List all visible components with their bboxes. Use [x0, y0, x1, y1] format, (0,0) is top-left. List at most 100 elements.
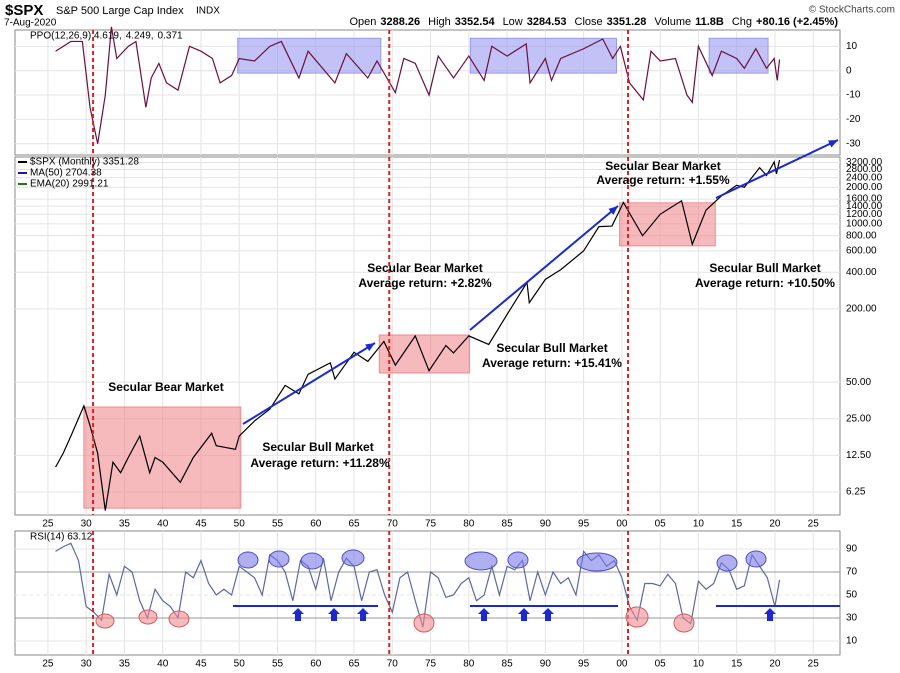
- quote-value: +80.16 (+2.45%): [756, 16, 838, 28]
- y-tick-label: -20: [846, 114, 861, 125]
- y-tick-label: 1200.00: [846, 209, 883, 220]
- quote: Open 3288.26 High 3352.54 Low 3284.53 Close 335…: [349, 16, 838, 28]
- x-tick-label: 65: [348, 519, 360, 530]
- overbought-highlight: [237, 551, 259, 569]
- x-tick-label: 70: [387, 519, 399, 530]
- y-tick-label: 50: [846, 590, 858, 601]
- quote-value: 3288.26: [380, 16, 420, 28]
- x-tick-label: 15: [731, 659, 743, 670]
- x-tick-label: 25: [42, 659, 54, 670]
- x-tick-label: 00: [616, 519, 628, 530]
- y-tick-label: 70: [846, 567, 858, 578]
- overbought-highlight: [576, 552, 618, 572]
- annotation: Secular Bull Market: [496, 341, 607, 355]
- x-tick-label: 40: [157, 519, 169, 530]
- quote-value: 3352.54: [455, 16, 496, 28]
- quote-value: 3351.28: [607, 16, 647, 28]
- quote-label: Low: [503, 16, 523, 28]
- y-tick-label: 25.00: [846, 413, 871, 424]
- annotation: Average return: +2.82%: [358, 276, 492, 290]
- credit: © StockCharts.com: [809, 5, 895, 16]
- oversold-highlight: [625, 606, 649, 628]
- annotation: Average return: +1.55%: [596, 173, 730, 187]
- y-tick-label: 2400.00: [846, 172, 883, 183]
- x-tick-label: 60: [310, 659, 322, 670]
- oversold-highlight: [95, 613, 115, 629]
- x-tick-label: 45: [195, 659, 207, 670]
- annotation: Secular Bear Market: [367, 261, 482, 275]
- series-line: [55, 26, 781, 144]
- y-tick-label: 600.00: [846, 246, 877, 257]
- up-arrow: [542, 608, 554, 621]
- oversold-highlight: [168, 610, 190, 628]
- x-tick-label: 55: [272, 659, 284, 670]
- up-arrow: [478, 608, 490, 621]
- x-tick-label: 95: [578, 519, 590, 530]
- x-tick-label: 30: [81, 659, 93, 670]
- trend-arrow: [715, 139, 839, 199]
- up-arrow: [518, 608, 530, 621]
- x-tick-label: 85: [502, 519, 514, 530]
- x-tick-label: 50: [234, 659, 246, 670]
- annotation: Secular Bear Market: [108, 380, 223, 394]
- x-tick-label: 60: [310, 519, 322, 530]
- x-tick-label: 70: [387, 659, 399, 670]
- x-tick-label: 25: [808, 519, 820, 530]
- quote-value: 3284.53: [527, 16, 567, 28]
- quote-label: Close: [575, 16, 603, 28]
- x-tick-label: 35: [119, 519, 131, 530]
- quote-label: Volume: [654, 16, 691, 28]
- annotation: Secular Bear Market: [605, 159, 720, 173]
- y-tick-label: 400.00: [846, 267, 877, 278]
- region: [237, 37, 382, 74]
- annotation: Secular Bull Market: [709, 261, 820, 275]
- arrow-head: [365, 343, 375, 352]
- y-tick-label: 0: [846, 65, 852, 76]
- quote-label: Open: [349, 16, 376, 28]
- symbol: $SPX: [5, 2, 43, 19]
- overbought-highlight: [341, 549, 365, 567]
- x-tick-label: 95: [578, 659, 590, 670]
- up-arrow: [292, 608, 304, 621]
- y-tick-label: 3200.00: [846, 157, 883, 168]
- x-tick-label: 45: [195, 519, 207, 530]
- x-tick-label: 30: [81, 519, 93, 530]
- x-tick-label: 80: [463, 519, 475, 530]
- y-tick-label: 10: [846, 41, 858, 52]
- annotation: Average return: +10.50%: [695, 276, 835, 290]
- x-tick-label: 40: [157, 659, 169, 670]
- x-tick-label: 55: [272, 519, 284, 530]
- y-tick-label: -10: [846, 90, 861, 101]
- overbought-highlight: [268, 550, 290, 568]
- region: [708, 37, 769, 74]
- legend-label: MA(50) 2704.38: [30, 168, 102, 179]
- x-tick-label: 90: [540, 659, 552, 670]
- y-tick-label: 1400.00: [846, 201, 883, 212]
- x-tick-label: 05: [655, 659, 667, 670]
- y-tick-label: -30: [846, 138, 861, 149]
- y-tick-label: 50.00: [846, 377, 871, 388]
- annotation: Average return: +11.28%: [250, 456, 390, 470]
- legend-label: 4.249,: [126, 31, 154, 42]
- up-arrow: [328, 608, 340, 621]
- y-tick-label: 200.00: [846, 304, 877, 315]
- up-arrow: [357, 608, 369, 621]
- trend-arrow: [469, 205, 619, 331]
- y-tick-label: 1600.00: [846, 194, 883, 205]
- y-tick-label: 2800.00: [846, 164, 883, 175]
- x-tick-label: 90: [540, 519, 552, 530]
- oversold-highlight: [673, 613, 695, 633]
- exchange: INDX: [196, 6, 220, 17]
- oversold-highlight: [138, 609, 158, 625]
- quote-label: Chg: [732, 16, 752, 28]
- x-tick-label: 20: [769, 519, 781, 530]
- overbought-highlight: [300, 552, 324, 570]
- quote-label: High: [428, 16, 451, 28]
- legend-label: PPO(12,26,9) 4.619,: [30, 31, 122, 42]
- y-tick-label: 30: [846, 613, 858, 624]
- trend-arrow: [242, 342, 376, 425]
- region: [83, 406, 242, 509]
- x-tick-label: 75: [425, 659, 437, 670]
